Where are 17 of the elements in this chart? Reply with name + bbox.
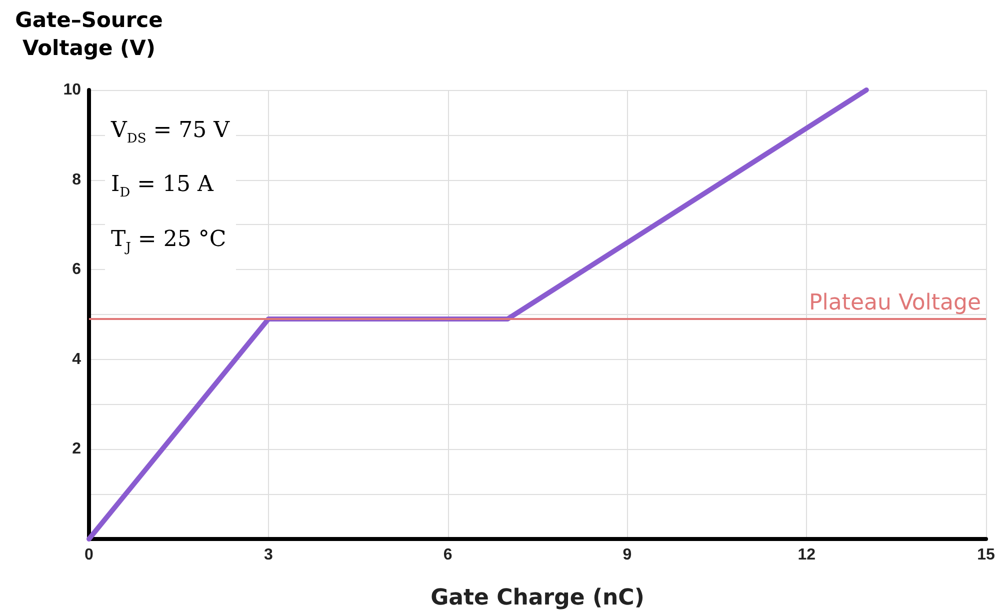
x-tick-label: 0 <box>84 546 94 564</box>
ref-line-label: Plateau Voltage <box>809 290 981 316</box>
y-axis-title: Gate–Source Voltage (V) <box>14 7 164 62</box>
annotation: T$_{J}$ = 25 °C <box>111 226 228 258</box>
x-tick-label: 9 <box>622 546 632 564</box>
y-tick-label: 10 <box>63 82 82 98</box>
y-tick-label: 2 <box>72 440 82 458</box>
y-tick-label: 8 <box>72 171 82 188</box>
annotation: V$_{DS}$ = 75 V <box>111 117 230 148</box>
y-tick-label: 4 <box>72 350 82 368</box>
y-tick-label: 6 <box>72 261 82 278</box>
annotation: I$_{D}$ = 15 A <box>111 171 215 203</box>
x-tick-label: 12 <box>798 546 816 564</box>
x-tick-label: 3 <box>264 546 273 564</box>
x-axis-title: Gate Charge (nC) <box>430 586 644 610</box>
x-tick-label: 6 <box>443 546 452 564</box>
x-tick-label: 15 <box>977 546 995 564</box>
